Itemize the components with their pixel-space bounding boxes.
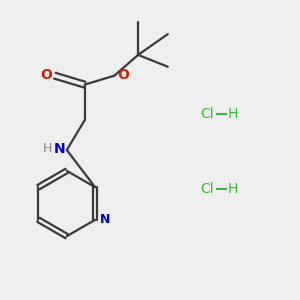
Text: H: H: [43, 142, 52, 155]
Text: O: O: [40, 68, 52, 82]
Text: O: O: [117, 68, 129, 82]
Text: N: N: [100, 213, 110, 226]
Text: Cl: Cl: [200, 182, 214, 196]
Text: H: H: [227, 182, 238, 196]
Text: N: N: [53, 142, 65, 156]
Text: H: H: [227, 107, 238, 121]
Text: Cl: Cl: [200, 107, 214, 121]
